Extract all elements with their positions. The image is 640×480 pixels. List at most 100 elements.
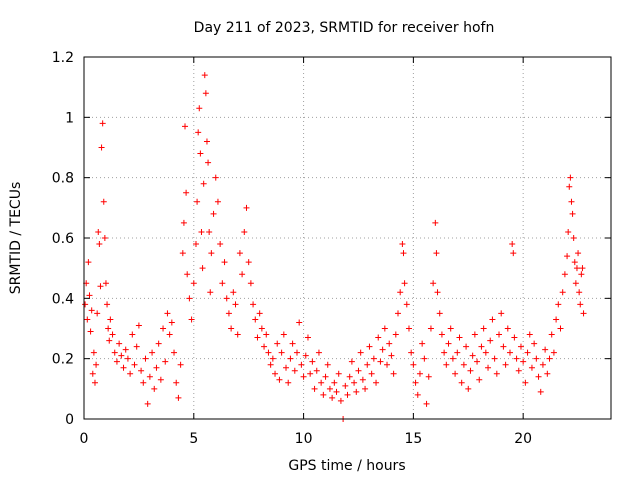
data-point [433,250,440,257]
data-point [151,385,158,392]
data-point [104,301,111,308]
data-point [82,301,89,308]
data-point [449,355,456,362]
data-point [245,259,252,266]
data-point [517,343,524,350]
data-point [578,271,585,278]
data-point [392,331,399,338]
data-point [370,355,377,362]
data-point [520,358,527,365]
data-point [85,259,92,266]
data-point [577,301,584,308]
data-point [509,241,516,248]
data-point [432,219,439,226]
data-point [379,346,386,353]
data-point [208,250,215,257]
data-point [458,379,465,386]
data-point [217,241,224,248]
data-point [478,343,485,350]
data-point [160,325,167,332]
data-point [346,373,353,380]
data-point [430,280,437,287]
data-point [291,367,298,374]
data-point [221,259,228,266]
data-point [580,310,587,317]
data-point [353,388,360,395]
data-point [195,129,202,136]
data-point [180,219,187,226]
data-point [405,325,412,332]
x-tick-label: 20 [514,431,532,447]
data-point [225,310,232,317]
data-point [397,289,404,296]
data-point [482,349,489,356]
data-point [403,301,410,308]
data-point [342,382,349,389]
y-tick-label: 0.6 [52,231,74,247]
data-point [179,250,186,257]
y-tick-label: 0 [65,412,74,428]
data-point [272,370,279,377]
data-point [302,352,309,359]
data-point [241,228,248,235]
data-point [280,331,287,338]
data-point [401,280,408,287]
x-axis-label: GPS time / hours [288,458,405,474]
data-point [390,370,397,377]
data-point [351,379,358,386]
data-point [101,235,108,241]
data-point [463,343,470,350]
data-point [443,361,450,368]
data-point [94,310,101,317]
data-point [571,259,578,266]
data-point [419,340,426,347]
data-point [84,316,91,323]
data-point [331,379,338,386]
data-point [256,310,263,317]
data-point [102,280,109,287]
data-point [557,325,564,332]
data-point [201,72,208,79]
data-point [333,388,340,395]
data-point [190,280,197,287]
data-point [131,361,138,368]
x-tick-label: 15 [404,431,422,447]
data-point [496,331,503,338]
data-point [113,358,120,365]
data-point [287,355,294,362]
data-point [100,198,107,205]
data-point [559,289,566,296]
data-point [522,379,529,386]
data-point [168,319,175,326]
data-point [304,334,311,341]
data-point [239,271,246,278]
data-point [355,367,362,374]
data-point [162,358,169,365]
y-tick-label: 1 [65,110,74,126]
data-point [427,325,434,332]
data-point [564,253,571,260]
data-point [200,180,207,187]
data-point [232,301,239,308]
y-tick-label: 0.4 [52,291,74,307]
data-point [98,144,105,151]
data-point [566,183,573,190]
data-point [414,391,421,398]
data-point [182,123,189,130]
data-point [252,316,259,323]
data-point [263,331,270,338]
data-point [526,331,533,338]
data-point [140,379,147,386]
data-point [561,271,568,278]
data-point [144,400,151,407]
data-point [576,289,583,296]
data-point [348,358,355,365]
data-point [421,355,428,362]
data-point [395,310,402,317]
data-point [210,210,217,217]
data-point [293,349,300,356]
data-point [96,241,103,248]
data-point [205,159,212,166]
data-point [175,394,182,401]
data-point [537,388,544,395]
